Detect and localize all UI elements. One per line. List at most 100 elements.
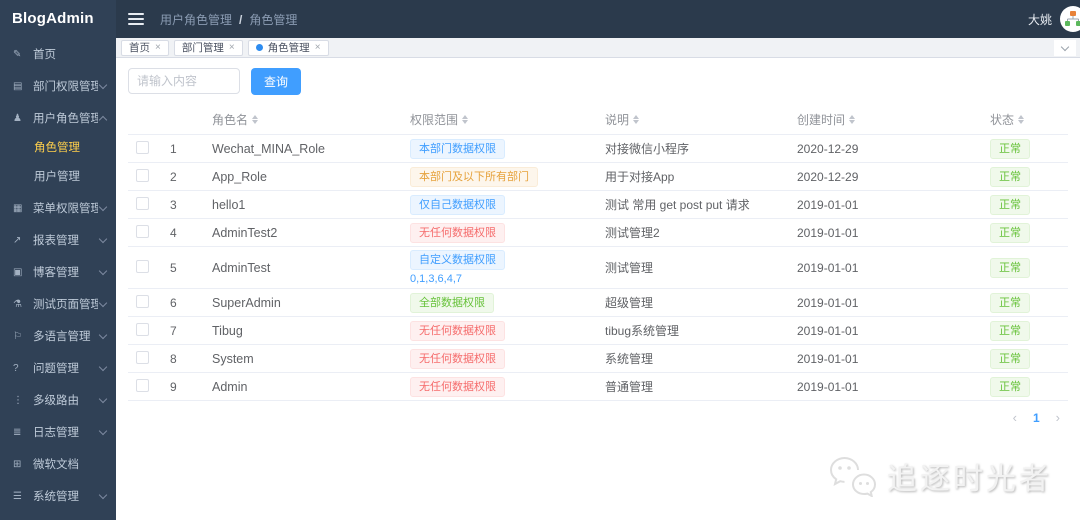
chevron-down-icon [98, 395, 108, 405]
report-chart-icon: ↗ [13, 234, 22, 246]
search-button[interactable]: 查询 [251, 68, 302, 95]
role-name: SuperAdmin [212, 295, 281, 310]
scope-badge: 本部门数据权限 [410, 138, 505, 159]
row-index: 2 [170, 169, 177, 184]
row-checkbox[interactable] [136, 322, 149, 336]
watermark: 追逐时光者 [829, 454, 1052, 498]
blog-icon: ▣ [13, 266, 23, 278]
table-header-row: 角色名 权限范围 说明 创建时间 [128, 105, 1068, 135]
role-name: System [212, 351, 254, 366]
row-checkbox[interactable] [136, 294, 149, 308]
table-row: 6 SuperAdmin 全部数据权限 超级管理 2019-01-01 正常 [128, 289, 1068, 317]
tab-options-chevron-down-icon[interactable] [1054, 40, 1076, 56]
role-description: 用于对接App [605, 170, 675, 184]
username: 大姚 [1027, 12, 1052, 27]
sidebar-item-questions[interactable]: ? 问题管理 [0, 352, 116, 384]
breadcrumb-item-parent[interactable]: 用户角色管理 [160, 12, 233, 27]
log-icon: ≣ [13, 426, 22, 438]
chevron-down-icon [98, 203, 108, 213]
hamburger-icon[interactable] [128, 13, 144, 25]
row-checkbox[interactable] [136, 196, 149, 210]
sort-icon[interactable] [252, 115, 259, 124]
row-checkbox[interactable] [136, 168, 149, 182]
search-input[interactable] [128, 68, 240, 94]
topbar: 用户角色管理 / 角色管理 大姚 [116, 0, 1080, 38]
sort-icon[interactable] [1018, 115, 1025, 124]
scope-badge: 仅自己数据权限 [410, 194, 505, 215]
role-name: App_Role [212, 169, 267, 184]
scope-badge: 无任何数据权限 [410, 222, 505, 243]
system-icon: ☰ [13, 490, 22, 502]
status-badge: 正常 [990, 257, 1030, 278]
table-row: 8 System 无任何数据权限 系统管理 2019-01-01 正常 [128, 345, 1068, 373]
created-date: 2019-01-01 [797, 379, 859, 394]
status-badge: 正常 [990, 376, 1030, 397]
column-header-description: 说明 [605, 111, 797, 128]
current-page[interactable]: 1 [1032, 410, 1040, 425]
sort-icon[interactable] [849, 115, 856, 124]
sidebar-item-menu-permissions[interactable]: ▦ 菜单权限管理 [0, 192, 116, 224]
chevron-down-icon [98, 235, 108, 245]
role-description: 测试 常用 get post put 请求 [605, 198, 750, 212]
column-header-status: 状态 [990, 111, 1068, 128]
table-row: 2 App_Role 本部门及以下所有部门 用于对接App 2020-12-29… [128, 163, 1068, 191]
status-badge: 正常 [990, 222, 1030, 243]
edit-icon: ✎ [13, 48, 22, 60]
avatar-orgchart-graphic [1065, 11, 1080, 26]
role-description: 测试管理 [605, 261, 654, 275]
sidebar-item-user-roles[interactable]: ♟ 用户角色管理 [0, 102, 116, 134]
wechat-logo-icon [829, 456, 877, 497]
role-name: hello1 [212, 197, 246, 212]
breadcrumb-separator: / [239, 12, 243, 27]
row-index: 8 [170, 351, 177, 366]
status-badge: 正常 [990, 292, 1030, 313]
row-checkbox[interactable] [136, 378, 149, 392]
created-date: 2019-01-01 [797, 295, 859, 310]
tab-home[interactable]: 首页 × [121, 39, 169, 56]
users-icon: ♟ [13, 112, 22, 124]
close-icon[interactable]: × [314, 42, 321, 53]
sidebar-item-reports[interactable]: ↗ 报表管理 [0, 224, 116, 256]
sidebar-subitem-role-management[interactable]: 角色管理 [34, 142, 80, 154]
close-icon[interactable]: × [155, 42, 161, 53]
created-date: 2019-01-01 [797, 351, 859, 366]
sidebar-item-home[interactable]: ✎ 首页 [0, 38, 116, 70]
chevron-up-icon [98, 113, 108, 123]
sidebar-item-system[interactable]: ☰ 系统管理 [0, 480, 116, 512]
status-badge: 正常 [990, 320, 1030, 341]
created-date: 2019-01-01 [797, 197, 859, 212]
sidebar-item-logs[interactable]: ≣ 日志管理 [0, 416, 116, 448]
row-checkbox[interactable] [136, 224, 149, 238]
row-index: 7 [170, 323, 177, 338]
sidebar-item-department-permissions[interactable]: ▤ 部门权限管理 [0, 70, 116, 102]
row-checkbox[interactable] [136, 350, 149, 364]
row-checkbox[interactable] [136, 140, 149, 154]
tab-department-management[interactable]: 部门管理 × [173, 39, 243, 56]
department-icon: ▤ [13, 80, 23, 92]
table-row: 4 AdminTest2 无任何数据权限 测试管理2 2019-01-01 正常 [128, 219, 1068, 247]
sidebar-item-multilevel-routes[interactable]: ⋮ 多级路由 [0, 384, 116, 416]
sidebar-item-languages[interactable]: ⚐ 多语言管理 [0, 320, 116, 352]
role-description: tibug系统管理 [605, 324, 680, 338]
sidebar-item-ms-docs[interactable]: ⊞ 微软文档 [0, 448, 116, 480]
multilevel-route-icon: ⋮ [13, 394, 23, 406]
next-page-button[interactable]: › [1055, 410, 1060, 425]
avatar[interactable] [1060, 6, 1080, 32]
scope-badge: 全部数据权限 [410, 292, 494, 313]
sort-icon[interactable] [633, 115, 640, 124]
sort-icon[interactable] [462, 115, 469, 124]
custom-scope-link[interactable]: 0,1,3,6,4,7 [410, 273, 462, 285]
prev-page-button[interactable]: ‹ [1012, 410, 1017, 425]
scope-badge: 自定义数据权限 [410, 250, 505, 270]
row-index: 4 [170, 225, 177, 240]
sidebar-subitem-user-management[interactable]: 用户管理 [34, 171, 80, 183]
no-chevron [98, 459, 108, 469]
row-checkbox[interactable] [136, 259, 149, 273]
chevron-down-icon [98, 427, 108, 437]
close-icon[interactable]: × [228, 42, 235, 53]
table-row: 9 Admin 无任何数据权限 普通管理 2019-01-01 正常 [128, 373, 1068, 401]
menu-permission-icon: ▦ [13, 202, 23, 214]
tab-role-management[interactable]: 角色管理 × [247, 39, 329, 56]
sidebar-item-blog[interactable]: ▣ 博客管理 [0, 256, 116, 288]
sidebar-item-test-pages[interactable]: ⚗ 测试页面管理 [0, 288, 116, 320]
